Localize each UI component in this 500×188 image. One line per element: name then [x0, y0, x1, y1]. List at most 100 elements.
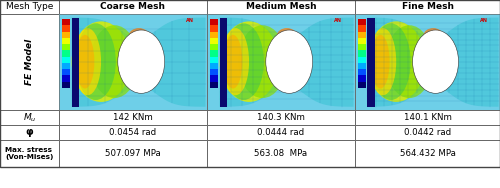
Text: 0.0442 rad: 0.0442 rad — [404, 128, 451, 137]
Text: 0.0454 rad: 0.0454 rad — [110, 128, 156, 137]
Bar — [207, 0, 355, 14]
Ellipse shape — [277, 28, 297, 43]
Text: 0.0444 rad: 0.0444 rad — [258, 128, 304, 137]
Bar — [72, 17, 79, 107]
Bar — [358, 50, 366, 57]
Bar — [59, 14, 207, 110]
Bar — [358, 69, 366, 75]
Bar — [207, 14, 355, 110]
Bar — [358, 19, 366, 25]
Ellipse shape — [133, 31, 145, 40]
Bar — [62, 69, 70, 75]
Polygon shape — [368, 17, 498, 107]
Ellipse shape — [428, 31, 439, 40]
Bar — [210, 50, 218, 57]
Bar — [368, 17, 374, 107]
Bar — [210, 57, 218, 63]
Ellipse shape — [372, 35, 390, 89]
Bar — [358, 63, 366, 69]
Bar — [210, 75, 218, 82]
Bar — [59, 0, 207, 14]
Bar — [207, 14, 355, 110]
Ellipse shape — [222, 28, 249, 95]
Bar — [62, 19, 70, 25]
Ellipse shape — [129, 28, 149, 43]
Ellipse shape — [90, 25, 138, 98]
Bar — [358, 57, 366, 63]
Bar — [62, 63, 70, 69]
Bar — [62, 32, 70, 38]
Text: Medium Mesh: Medium Mesh — [246, 2, 316, 11]
Ellipse shape — [238, 25, 286, 98]
Bar — [0, 125, 59, 140]
Text: Mesh Type: Mesh Type — [6, 2, 53, 11]
Bar — [62, 75, 70, 82]
Polygon shape — [220, 17, 354, 107]
Bar — [59, 110, 207, 125]
Bar — [210, 32, 218, 38]
Text: AN: AN — [186, 17, 194, 23]
Text: $\mathbf{\mathit{M}}_\mathbf{\mathit{u}}$: $\mathbf{\mathit{M}}_\mathbf{\mathit{u}}… — [22, 111, 36, 124]
Ellipse shape — [430, 84, 437, 91]
Ellipse shape — [368, 21, 425, 102]
Bar — [220, 17, 227, 107]
Ellipse shape — [412, 30, 459, 93]
Bar — [355, 140, 500, 167]
Text: 140.3 KNm: 140.3 KNm — [257, 113, 305, 122]
Bar — [210, 19, 218, 25]
Ellipse shape — [76, 23, 116, 100]
Bar — [210, 44, 218, 50]
Bar — [210, 38, 218, 44]
Text: 142 KNm: 142 KNm — [113, 113, 153, 122]
Bar — [207, 140, 355, 167]
Bar — [59, 125, 207, 140]
Bar — [210, 25, 218, 32]
Ellipse shape — [266, 30, 312, 93]
Bar — [62, 38, 70, 44]
Text: 507.097 MPa: 507.097 MPa — [105, 149, 161, 158]
Text: Max. stress
(Von-Mises): Max. stress (Von-Mises) — [6, 147, 54, 160]
Bar — [0, 14, 59, 110]
Ellipse shape — [118, 30, 164, 93]
Bar — [355, 125, 500, 140]
Bar — [0, 110, 59, 125]
Bar — [355, 14, 500, 110]
Ellipse shape — [224, 23, 264, 100]
Bar — [59, 140, 207, 167]
Bar — [358, 32, 366, 38]
Bar — [355, 110, 500, 125]
Ellipse shape — [135, 84, 143, 91]
Ellipse shape — [220, 21, 278, 102]
Text: 140.1 KNm: 140.1 KNm — [404, 113, 452, 122]
Text: 563.08  MPa: 563.08 MPa — [254, 149, 308, 158]
Text: FE Model: FE Model — [25, 39, 34, 85]
Ellipse shape — [283, 84, 291, 91]
Bar — [62, 57, 70, 63]
Ellipse shape — [74, 28, 101, 95]
Ellipse shape — [281, 31, 293, 40]
Text: 564.432 MPa: 564.432 MPa — [400, 149, 456, 158]
Ellipse shape — [386, 25, 433, 98]
Bar — [0, 140, 59, 167]
Ellipse shape — [424, 28, 443, 43]
Bar — [358, 38, 366, 44]
Ellipse shape — [224, 35, 242, 89]
Bar — [207, 110, 355, 125]
Text: AN: AN — [334, 17, 342, 23]
Bar — [62, 44, 70, 50]
Text: Fine Mesh: Fine Mesh — [402, 2, 454, 11]
Bar — [62, 82, 70, 88]
Bar — [358, 44, 366, 50]
Bar — [210, 82, 218, 88]
Ellipse shape — [372, 23, 410, 100]
Bar — [210, 63, 218, 69]
Bar — [62, 50, 70, 57]
Ellipse shape — [76, 35, 94, 89]
Text: AN: AN — [480, 17, 488, 23]
Bar — [355, 14, 500, 110]
Text: $\mathbf{\varphi}$: $\mathbf{\varphi}$ — [25, 127, 34, 139]
Bar — [358, 25, 366, 32]
Bar — [0, 0, 500, 167]
Bar — [0, 0, 59, 14]
Bar — [62, 25, 70, 32]
